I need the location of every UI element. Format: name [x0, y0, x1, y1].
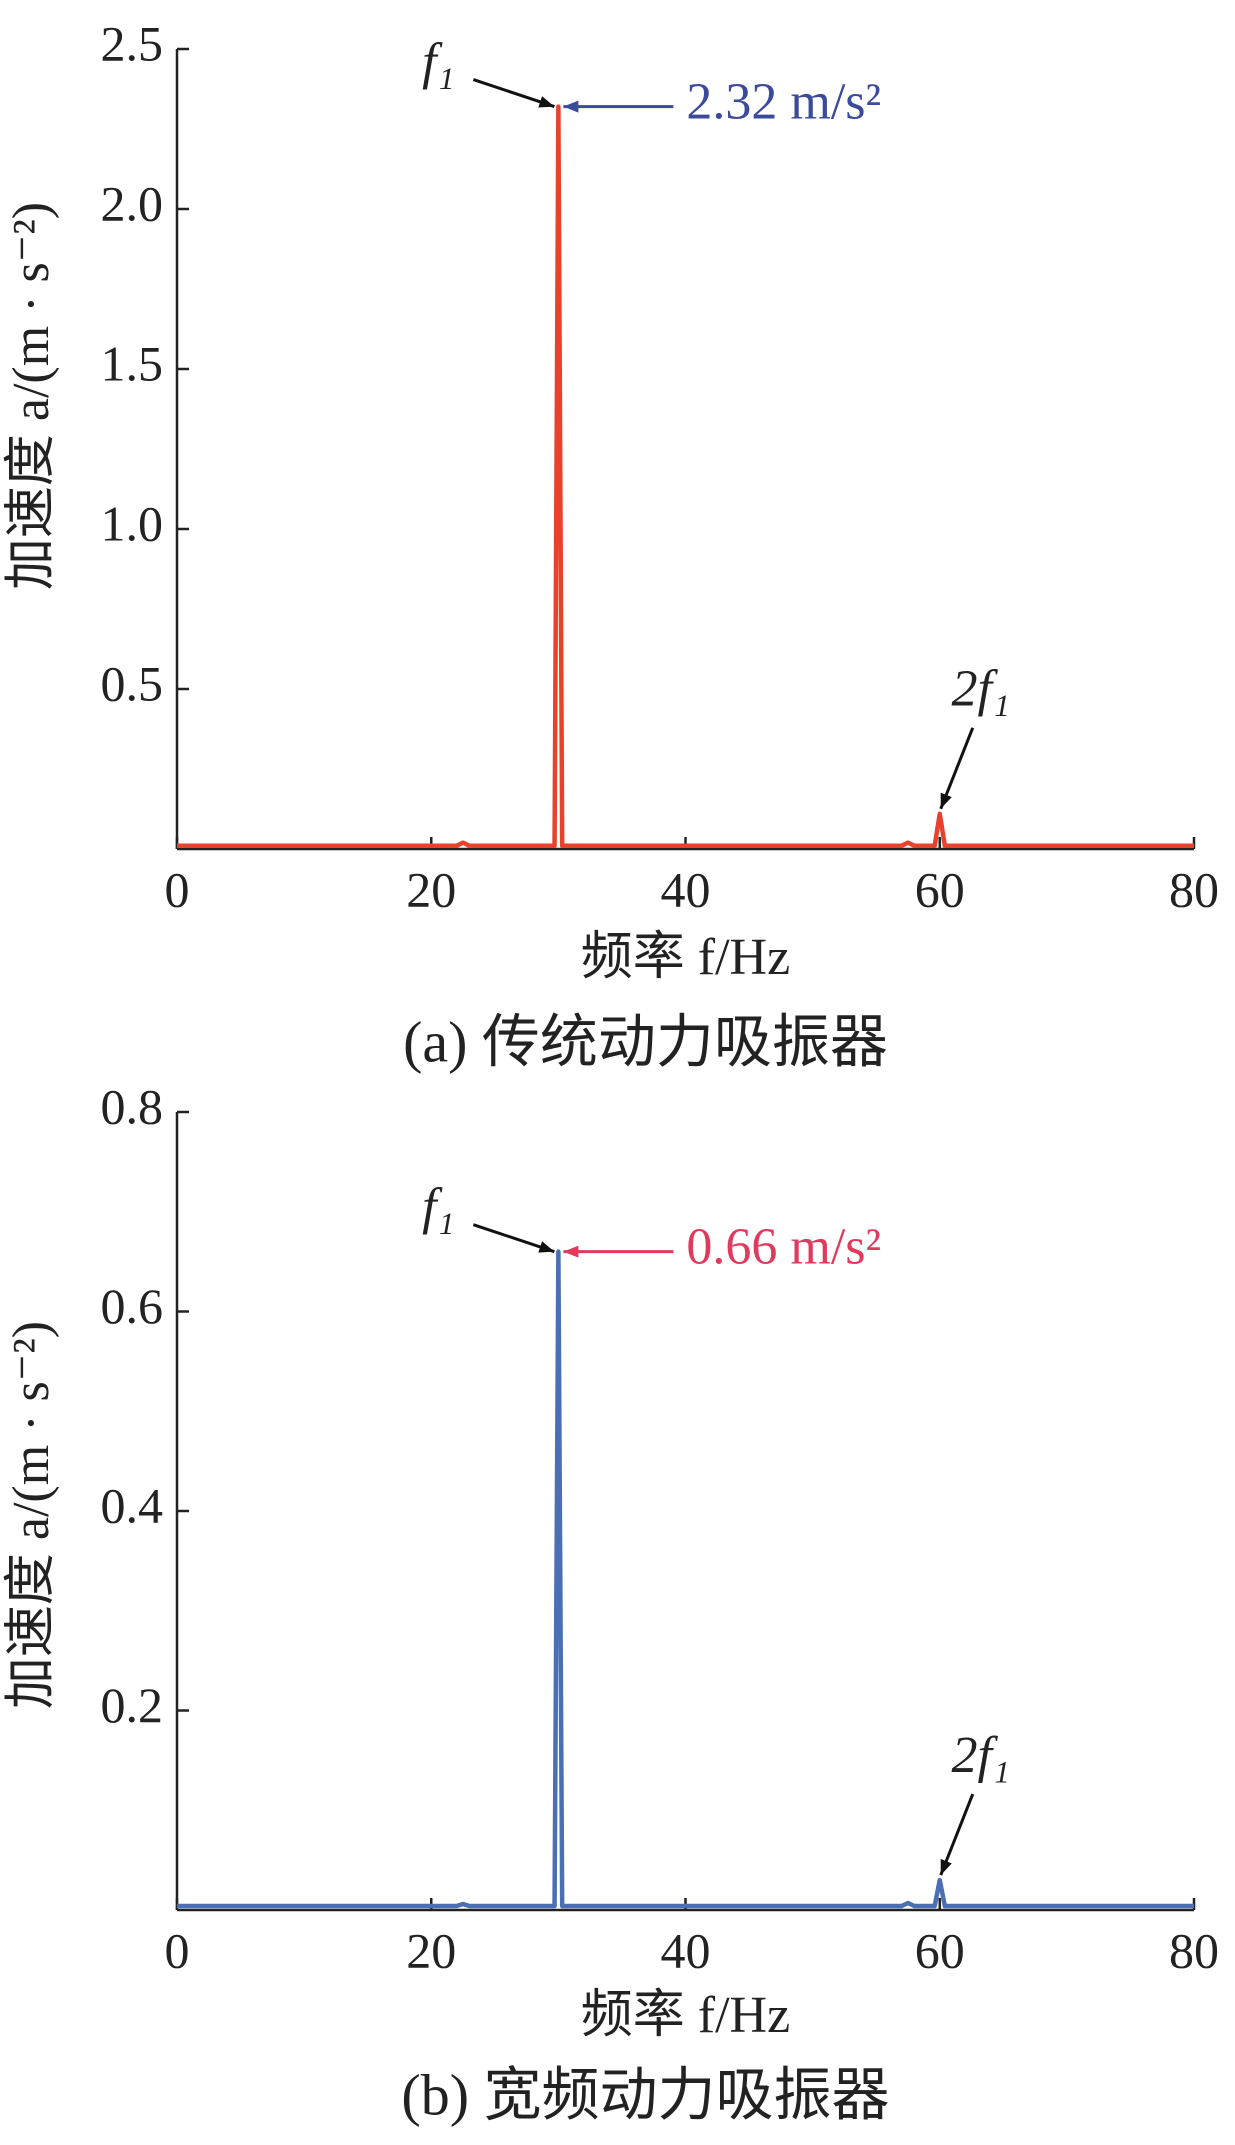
annotation-arrow [939, 1793, 975, 1876]
y-tick-label: 0.6 [101, 1278, 164, 1334]
caption: (a) 传统动力吸振器 [403, 1009, 888, 1074]
harmonic-name: 2f₁ [951, 1727, 1010, 1784]
peak-name: f₁ [422, 1179, 455, 1236]
x-tick-label: 60 [915, 1922, 965, 1978]
peak-label: 2.32 m/s² [686, 74, 881, 131]
y-tick-label: 0.5 [101, 655, 164, 711]
annotation-arrow [939, 727, 975, 810]
x-axis-title: 频率 f/Hz [581, 1987, 790, 2044]
x-tick-label: 80 [1169, 861, 1219, 917]
x-tick-label: 20 [406, 861, 456, 917]
annotation-arrow [472, 78, 555, 109]
y-tick-label: 1.0 [101, 495, 164, 551]
y-tick-label: 0.4 [101, 1477, 164, 1533]
annotation-arrow [472, 1223, 555, 1254]
x-tick-label: 80 [1169, 1922, 1219, 1978]
x-tick-label: 20 [406, 1922, 456, 1978]
y-axis-title: 加速度 a/(m · s⁻²) [3, 1321, 60, 1709]
data-line [177, 1249, 1194, 1909]
harmonic-name: 2f₁ [951, 661, 1010, 718]
x-tick-label: 0 [165, 1922, 190, 1978]
peak-label: 0.66 m/s² [686, 1219, 881, 1276]
y-tick-label: 0.2 [101, 1677, 164, 1733]
x-tick-label: 40 [661, 1922, 711, 1978]
y-tick-label: 2.5 [101, 15, 164, 71]
peak-name: f₁ [422, 34, 455, 91]
y-tick-label: 1.5 [101, 335, 164, 391]
caption: (b) 宽频动力吸振器 [401, 2062, 889, 2127]
y-tick-label: 0.8 [101, 1078, 164, 1134]
x-tick-label: 0 [165, 861, 190, 917]
x-axis-title: 频率 f/Hz [581, 929, 790, 986]
data-line [177, 104, 1194, 849]
y-tick-label: 2.0 [101, 175, 164, 231]
x-tick-label: 40 [661, 861, 711, 917]
y-axis-title: 加速度 a/(m · s⁻²) [3, 202, 60, 590]
x-tick-label: 60 [915, 861, 965, 917]
